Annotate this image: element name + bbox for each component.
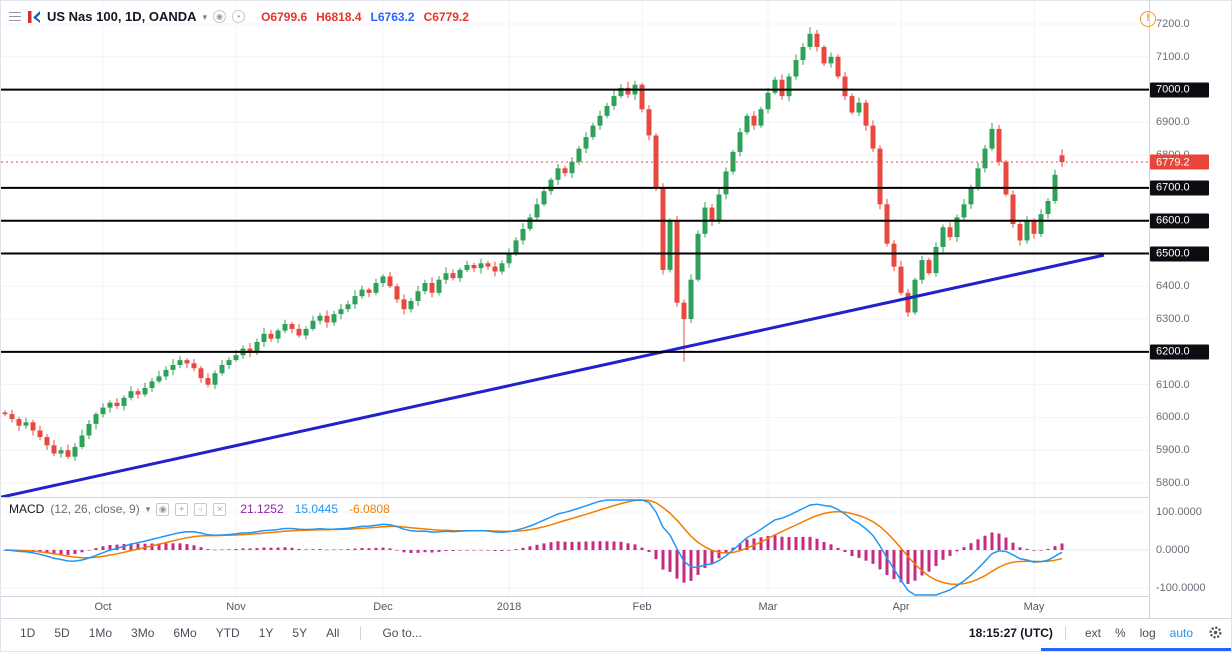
price-tick-label: 6000.0 [1156, 411, 1190, 424]
chevron-down-icon[interactable]: ▾ [202, 11, 208, 22]
range-button-5y[interactable]: 5Y [292, 625, 308, 640]
macd-signal-value: -6.0808 [349, 502, 390, 516]
macd-line-value: 15.0445 [294, 502, 339, 516]
range-button-1y[interactable]: 1Y [258, 625, 274, 640]
price-axis[interactable]: 7200.07100.07000.06900.06800.06700.06600… [1150, 1, 1231, 618]
time-tick-label: Nov [226, 601, 246, 613]
range-buttons: 1D 5D 1Mo 3Mo 6Mo YTD 1Y 5Y All [11, 623, 348, 643]
macd-values: 21.1252 15.0445 -6.0808 [240, 502, 389, 516]
time-tick-label: 2018 [496, 601, 522, 613]
price-tick-label: 6100.0 [1156, 378, 1190, 391]
more-options-icon[interactable]: • [232, 10, 246, 23]
horizontal-scrollbar[interactable] [1041, 648, 1231, 651]
clock-label[interactable]: 18:15:27 (UTC) [968, 625, 1053, 640]
time-tick-label: Mar [758, 601, 778, 613]
low-value: L6763.2 [370, 9, 415, 24]
menu-icon[interactable] [9, 11, 21, 22]
price-axis-separator [1149, 1, 1150, 618]
goto-button[interactable]: Go to... [382, 625, 422, 640]
toolbar-separator [1, 618, 1231, 619]
indicator-tick-label: 100.0000 [1156, 506, 1202, 518]
price-line-tag: 6600.0 [1150, 213, 1209, 229]
open-value: O6799.6 [261, 9, 308, 24]
range-button-all[interactable]: All [326, 625, 340, 640]
eye-icon[interactable]: ◉ [156, 502, 170, 516]
range-button-6mo[interactable]: 6Mo [173, 625, 197, 640]
close-icon[interactable]: × [213, 502, 227, 516]
time-axis[interactable]: Oct Nov Dec 2018 Feb Mar Apr May [1, 597, 1149, 618]
price-tick-label: 7200.0 [1156, 18, 1190, 30]
indicator-tick-label: 0.0000 [1156, 544, 1190, 556]
time-tick-label: Dec [373, 601, 393, 613]
log-scale-toggle[interactable]: log [1139, 625, 1156, 640]
ext-toggle[interactable]: ext [1084, 625, 1101, 640]
toolbar-divider [1064, 625, 1066, 640]
price-tick-label: 6300.0 [1156, 313, 1190, 326]
plus-icon[interactable]: + [175, 502, 189, 516]
bottom-toolbar: 1D 5D 1Mo 3Mo 6Mo YTD 1Y 5Y All Go to... 18:15:2… [1, 619, 1231, 646]
time-tick-label: Oct [94, 601, 112, 613]
pane-resize-handle[interactable] [1, 497, 1231, 498]
auto-scale-toggle[interactable]: auto [1169, 625, 1193, 640]
price-line-tag: 6700.0 [1150, 180, 1209, 196]
macd-title: MACD [9, 502, 45, 516]
ohlc-values: O6799.6 H6818.4 L6763.2 C6779.2 [261, 10, 469, 24]
alert-warning-icon[interactable]: ! [1140, 11, 1156, 27]
price-line-tag: 6500.0 [1150, 246, 1209, 261]
eye-icon[interactable]: ◉ [213, 10, 227, 23]
range-button-5d[interactable]: 5D [54, 625, 70, 640]
high-value: H6818.4 [316, 9, 362, 24]
close-value: C6779.2 [423, 9, 469, 24]
range-button-3mo[interactable]: 3Mo [131, 625, 155, 640]
macd-params: (12, 26, close, 9) [50, 502, 140, 516]
toolbar-right: 18:15:27 (UTC) ext % log auto [969, 623, 1223, 643]
range-button-1d[interactable]: 1D [20, 625, 36, 640]
macd-legend: MACD (12, 26, close, 9) ▾ ◉ + ▫ × 21.125… [9, 502, 390, 516]
price-tick-label: 5900.0 [1156, 444, 1190, 457]
settings-gear-icon[interactable] [1208, 625, 1223, 640]
percent-scale-toggle[interactable]: % [1114, 625, 1126, 640]
settings-icon[interactable]: ▫ [194, 502, 208, 516]
time-tick-label: May [1023, 601, 1045, 613]
instrument-logo-icon [28, 10, 40, 23]
price-tick-label: 6400.0 [1156, 280, 1190, 293]
indicator-tick-label: -100.0000 [1156, 582, 1206, 594]
toolbar-divider [360, 625, 362, 640]
time-tick-label: Feb [632, 601, 652, 613]
current-price-tag: 6779.2 [1150, 154, 1209, 170]
macd-hist-value: 21.1252 [240, 502, 284, 516]
price-line-tag: 6200.0 [1150, 344, 1209, 360]
time-axis-separator [1, 596, 1231, 597]
price-line-tag: 7000.0 [1150, 82, 1209, 98]
price-tick-label: 6900.0 [1156, 116, 1190, 129]
chart-canvas[interactable] [1, 1, 1232, 597]
chevron-down-icon[interactable]: ▾ [145, 504, 151, 514]
time-tick-label: Apr [892, 601, 910, 613]
bottom-strip [1, 646, 1231, 651]
price-tick-label: 5800.0 [1156, 477, 1190, 489]
range-button-1mo[interactable]: 1Mo [88, 625, 113, 640]
symbol-legend: US Nas 100, 1D, OANDA ▾ ◉ • O6799.6 H681… [9, 9, 469, 24]
range-button-ytd[interactable]: YTD [215, 625, 240, 640]
symbol-title[interactable]: US Nas 100, 1D, OANDA [47, 9, 197, 24]
price-tick-label: 7100.0 [1156, 50, 1190, 63]
